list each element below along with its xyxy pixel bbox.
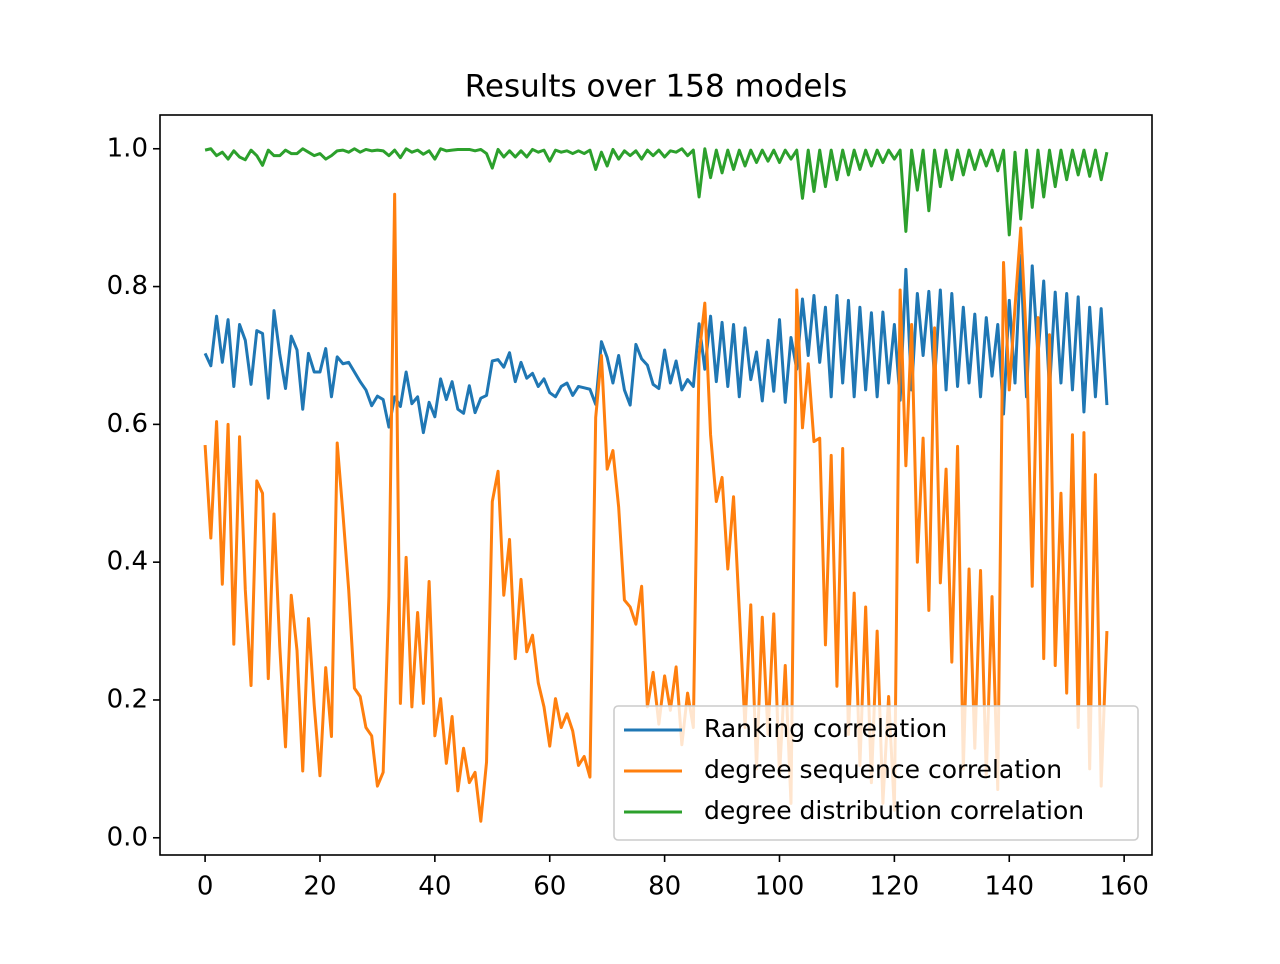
y-tick-label: 0.4	[107, 547, 148, 577]
y-tick-label: 0.2	[107, 684, 148, 714]
x-tick-label: 20	[303, 872, 336, 902]
y-tick-label: 1.0	[107, 133, 148, 163]
x-tick-label: 40	[418, 872, 451, 902]
legend-box	[613, 705, 1139, 841]
x-tick-label: 160	[1099, 872, 1149, 902]
legend-label: degree distribution correlation	[704, 796, 1084, 825]
x-tick-label: 60	[533, 872, 566, 902]
chart-title: Results over 158 models	[465, 69, 847, 105]
line-series	[203, 192, 1109, 823]
x-tick-label: 0	[197, 872, 214, 902]
x-tick-label: 140	[984, 872, 1034, 902]
y-tick-label: 0.8	[107, 271, 148, 301]
x-tick-label: 120	[870, 872, 920, 902]
y-tick-label: 0.6	[107, 409, 148, 439]
legend-label: degree sequence correlation	[704, 755, 1062, 784]
line-series	[203, 254, 1109, 435]
line-series	[204, 147, 1109, 237]
x-tick-label: 100	[755, 872, 805, 902]
y-tick-label: 0.0	[107, 822, 148, 852]
axes-frame	[159, 114, 1153, 856]
legend-label: Ranking correlation	[704, 714, 947, 743]
x-tick-label: 80	[648, 872, 681, 902]
